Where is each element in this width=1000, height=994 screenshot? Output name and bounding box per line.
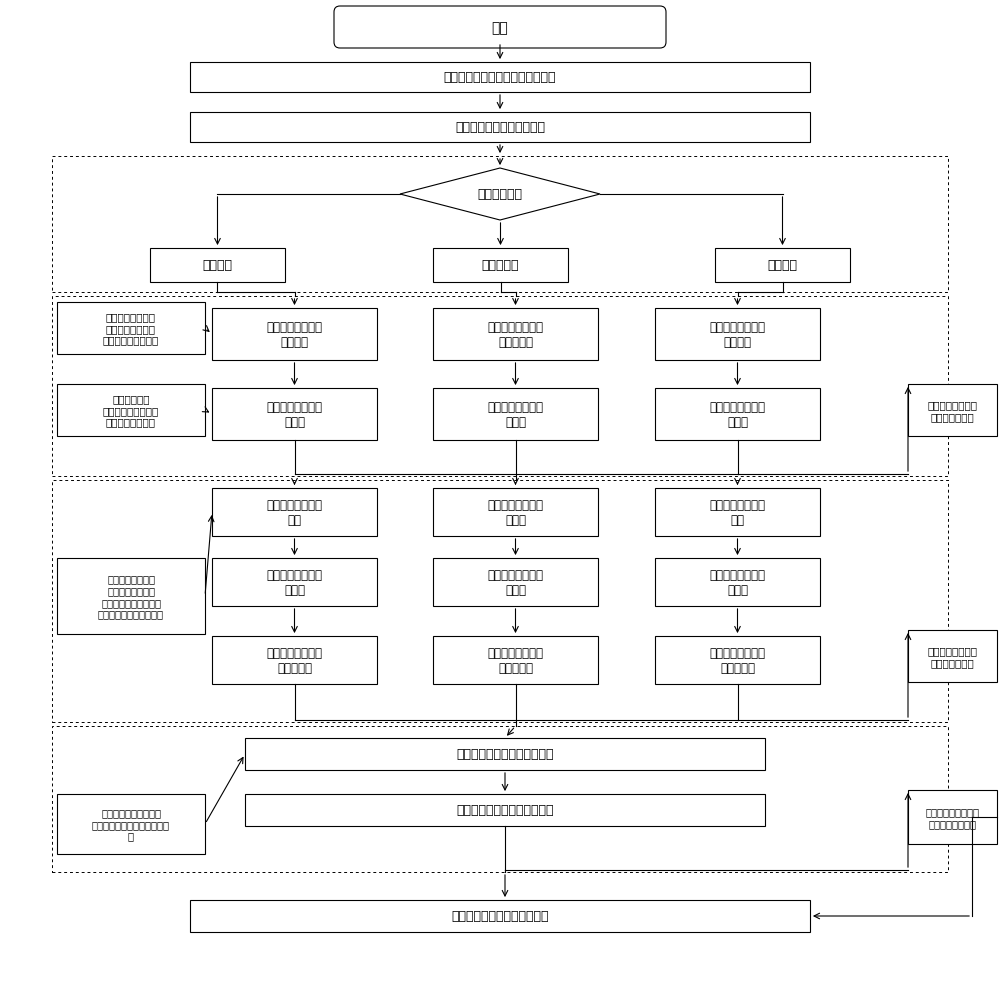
Text: 计算主回路温升变
化趋势: 计算主回路温升变 化趋势 <box>266 569 322 596</box>
Text: 感性电流许用阈值
容性电流许用阈值
电阻性电流许用阈值: 感性电流许用阈值 容性电流许用阈值 电阻性电流许用阈值 <box>103 312 159 345</box>
Bar <box>212 488 377 537</box>
Bar <box>715 248 850 282</box>
Text: 计算主回路温升变
化趋势: 计算主回路温升变 化趋势 <box>710 569 766 596</box>
Bar <box>212 559 377 606</box>
Text: 输入实时电流数据和实时电压数据: 输入实时电流数据和实时电压数据 <box>444 72 556 84</box>
Text: 比对容性电流及其
许用阈值: 比对容性电流及其 许用阈值 <box>710 321 766 349</box>
Bar <box>655 636 820 684</box>
Text: 累计电流开断电弧能量
断路器电寿命许用电弧能量阈
值: 累计电流开断电弧能量 断路器电寿命许用电弧能量阈 值 <box>92 807 170 841</box>
Text: 计算可能的电流开断电弧能量: 计算可能的电流开断电弧能量 <box>456 747 554 760</box>
Bar <box>908 790 997 844</box>
Polygon shape <box>400 169 600 221</box>
FancyBboxPatch shape <box>334 7 666 49</box>
Bar <box>52 296 948 476</box>
Bar <box>190 901 810 932</box>
Bar <box>433 309 598 361</box>
Text: 比对主回路温升许
用阈值: 比对主回路温升许 用阈值 <box>488 401 544 428</box>
Text: 计算容性电流变化
趋势: 计算容性电流变化 趋势 <box>710 499 766 527</box>
Text: 开始: 开始 <box>492 21 508 35</box>
Text: 电阻性电流: 电阻性电流 <box>482 259 519 272</box>
Text: 累计感性电流数值
累计容性电流数值
累计阻性电流变化数值
累计主回路温升变化数值: 累计感性电流数值 累计容性电流数值 累计阻性电流变化数值 累计主回路温升变化数值 <box>98 574 164 619</box>
Bar <box>212 636 377 684</box>
Bar <box>433 636 598 684</box>
Bar <box>433 389 598 440</box>
Text: 断路器动态负载可能
的电寿命评估结果: 断路器动态负载可能 的电寿命评估结果 <box>926 806 980 828</box>
Bar <box>57 385 205 436</box>
Bar <box>908 630 997 682</box>
Bar <box>57 303 205 355</box>
Bar <box>52 480 948 723</box>
Text: 计算变化趋势达到
阈值的时间: 计算变化趋势达到 阈值的时间 <box>488 646 544 674</box>
Text: 计算变化趋势达到
阈值的时间: 计算变化趋势达到 阈值的时间 <box>266 646 322 674</box>
Bar <box>190 63 810 92</box>
Bar <box>433 559 598 606</box>
Text: 计算电流相位与电压相位差: 计算电流相位与电压相位差 <box>455 121 545 134</box>
Bar <box>57 559 205 634</box>
Text: 判定电流性质: 判定电流性质 <box>478 188 522 202</box>
Bar <box>150 248 285 282</box>
Text: 比对主回路温升许
用阈值: 比对主回路温升许 用阈值 <box>266 401 322 428</box>
Text: 比对电阻性电流及
其许用阈值: 比对电阻性电流及 其许用阈值 <box>488 321 544 349</box>
Bar <box>245 739 765 770</box>
Text: 断路器动态负载累
计数据评估结果: 断路器动态负载累 计数据评估结果 <box>928 645 978 667</box>
Text: 比对电寿命许用电弧能量阈值: 比对电寿命许用电弧能量阈值 <box>456 804 554 817</box>
Bar <box>433 248 568 282</box>
Text: 容性电流: 容性电流 <box>768 259 798 272</box>
Bar <box>245 794 765 826</box>
Bar <box>57 794 205 854</box>
Text: 感性电流: 感性电流 <box>202 259 232 272</box>
Text: 断路器动态负载实
时数据评估结果: 断路器动态负载实 时数据评估结果 <box>928 400 978 421</box>
Bar <box>52 727 948 872</box>
Text: 比对主回路温升许
用阈值: 比对主回路温升许 用阈值 <box>710 401 766 428</box>
Text: 比对感性电流及其
许用阈值: 比对感性电流及其 许用阈值 <box>266 321 322 349</box>
Bar <box>52 157 948 292</box>
Bar <box>655 389 820 440</box>
Text: 计算主回路温升变
化趋势: 计算主回路温升变 化趋势 <box>488 569 544 596</box>
Text: 输出断路器动态负载分析结果: 输出断路器动态负载分析结果 <box>451 910 549 922</box>
Text: 计算电阻性电流变
化趋势: 计算电阻性电流变 化趋势 <box>488 499 544 527</box>
Bar <box>655 309 820 361</box>
Bar <box>212 309 377 361</box>
Bar <box>908 385 997 436</box>
Bar <box>190 113 810 143</box>
Bar <box>212 389 377 440</box>
Text: 主回路电阻值
主回路许用温升阈值
主回路温升监测值: 主回路电阻值 主回路许用温升阈值 主回路温升监测值 <box>103 394 159 427</box>
Bar <box>433 488 598 537</box>
Bar <box>655 488 820 537</box>
Text: 计算变化趋势达到
阈值的时间: 计算变化趋势达到 阈值的时间 <box>710 646 766 674</box>
Bar <box>655 559 820 606</box>
Text: 计算感性电流变化
趋势: 计算感性电流变化 趋势 <box>266 499 322 527</box>
